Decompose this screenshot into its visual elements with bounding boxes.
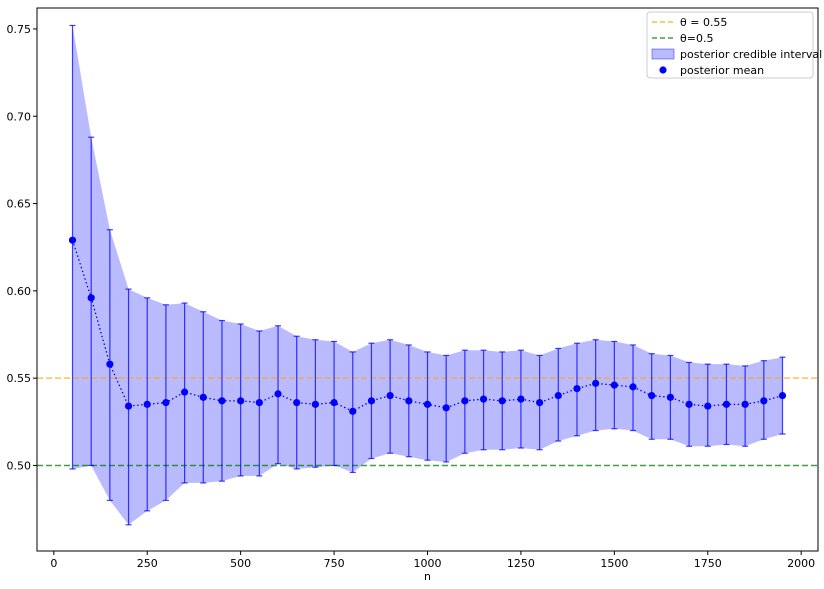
credible-interval-area bbox=[72, 25, 783, 525]
posterior-mean-series bbox=[68, 236, 787, 415]
y-tick-label: 0.60 bbox=[7, 285, 32, 298]
posterior-mean-point bbox=[423, 400, 432, 408]
legend-swatch-marker bbox=[659, 66, 667, 74]
posterior-mean-point bbox=[311, 400, 319, 408]
legend-label: θ = 0.55 bbox=[680, 16, 727, 29]
posterior-mean-point bbox=[592, 379, 600, 387]
posterior-mean-point bbox=[536, 398, 544, 407]
posterior-mean-point bbox=[349, 407, 357, 415]
posterior-mean-point bbox=[143, 400, 151, 408]
x-axis-label: n bbox=[424, 570, 431, 583]
posterior-mean-point bbox=[442, 404, 450, 412]
posterior-mean-point bbox=[498, 397, 506, 405]
x-tick-label: 1250 bbox=[507, 557, 535, 570]
x-tick-label: 2000 bbox=[787, 557, 815, 570]
posterior-mean-point bbox=[722, 400, 731, 408]
posterior-mean-point bbox=[517, 395, 525, 403]
posterior-mean-point bbox=[293, 398, 301, 407]
posterior-mean-point bbox=[461, 397, 469, 405]
x-tick-label: 250 bbox=[137, 557, 158, 570]
posterior-mean-point bbox=[367, 397, 376, 405]
posterior-mean-point bbox=[741, 400, 749, 408]
posterior-mean-point bbox=[610, 381, 618, 389]
posterior-mean-point bbox=[255, 398, 263, 407]
y-tick-label: 0.65 bbox=[7, 198, 32, 211]
credible-interval-band bbox=[72, 25, 783, 525]
posterior-mean-point bbox=[87, 294, 95, 302]
posterior-mean-point bbox=[479, 395, 488, 403]
posterior-mean-point bbox=[274, 390, 282, 398]
legend: θ = 0.55 θ=0.5 posterior credible interval… bbox=[646, 11, 822, 79]
posterior-mean-point bbox=[106, 360, 114, 368]
y-tick-label: 0.50 bbox=[7, 459, 32, 472]
x-axis-ticks: 0 250 500 750 1000 1250 1500 1750 2000 bbox=[50, 551, 815, 570]
x-tick-label: 1750 bbox=[694, 557, 722, 570]
legend-label: θ=0.5 bbox=[680, 32, 713, 45]
posterior-mean-point bbox=[666, 393, 674, 401]
posterior-mean-point bbox=[648, 392, 656, 400]
posterior-mean-point bbox=[629, 383, 637, 391]
x-tick-label: 1000 bbox=[414, 557, 442, 570]
legend-box bbox=[646, 11, 814, 79]
posterior-mean-point bbox=[778, 392, 787, 400]
posterior-mean-point bbox=[760, 397, 768, 405]
posterior-mean-point bbox=[199, 393, 207, 401]
posterior-mean-point bbox=[162, 398, 170, 407]
posterior-mean-point bbox=[330, 398, 338, 407]
posterior-mean-point bbox=[68, 236, 77, 244]
posterior-mean-point bbox=[554, 392, 562, 400]
posterior-mean-point bbox=[685, 400, 693, 408]
x-tick-label: 1500 bbox=[600, 557, 628, 570]
legend-swatch-patch bbox=[651, 48, 675, 60]
posterior-mean-point bbox=[704, 402, 712, 410]
x-tick-label: 750 bbox=[324, 557, 345, 570]
posterior-mean-point bbox=[573, 385, 581, 393]
x-tick-label: 500 bbox=[230, 557, 251, 570]
posterior-mean-point bbox=[218, 397, 226, 405]
posterior-mean-point bbox=[237, 397, 245, 405]
posterior-mean-point bbox=[386, 392, 394, 400]
y-tick-label: 0.70 bbox=[7, 110, 32, 123]
y-tick-label: 0.55 bbox=[7, 372, 32, 385]
y-axis-ticks: 0.50 0.55 0.60 0.65 0.70 0.75 bbox=[7, 23, 37, 472]
y-tick-label: 0.75 bbox=[7, 23, 32, 36]
x-tick-label: 0 bbox=[50, 557, 57, 570]
posterior-mean-point bbox=[124, 402, 133, 410]
legend-label: posterior mean bbox=[680, 64, 764, 77]
posterior-mean-point bbox=[181, 388, 189, 396]
legend-label: posterior credible interval bbox=[680, 48, 822, 61]
posterior-mean-point bbox=[405, 397, 413, 405]
